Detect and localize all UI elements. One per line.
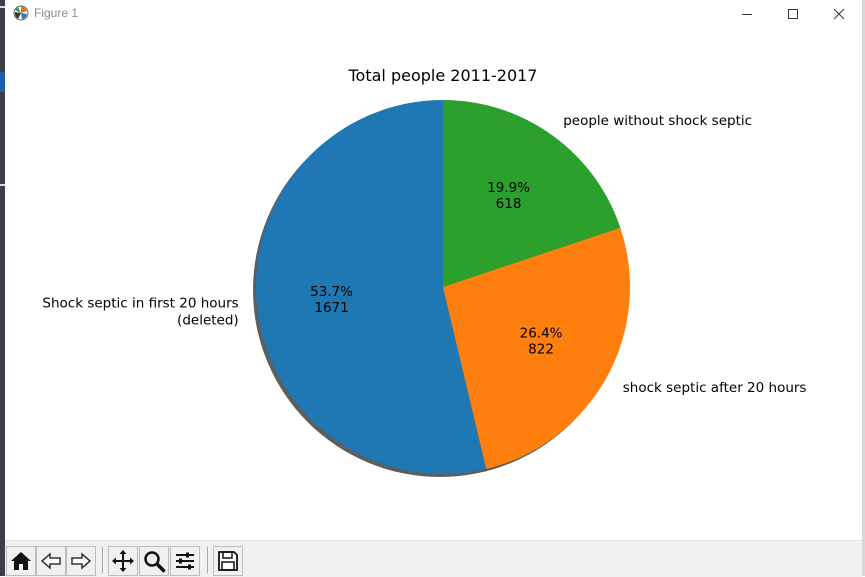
desktop-mark xyxy=(0,6,5,8)
configure-subplots-button[interactable] xyxy=(170,546,200,576)
matplotlib-app-icon xyxy=(13,5,29,21)
forward-icon xyxy=(71,552,92,570)
slice-category-label: (deleted) xyxy=(177,312,239,328)
minimize-button[interactable] xyxy=(724,0,770,27)
pie-chart: Total people 2011-2017 53.7%1671 Shock se… xyxy=(42,66,807,477)
forward-button[interactable] xyxy=(66,546,96,576)
back-icon xyxy=(40,552,61,570)
minimize-icon xyxy=(742,13,752,15)
zoom-icon xyxy=(144,551,166,573)
maximize-button[interactable] xyxy=(770,0,816,27)
zoom-button[interactable] xyxy=(139,546,169,576)
slice-category-label: Shock septic in first 20 hours xyxy=(42,295,238,311)
desktop-background xyxy=(0,0,5,576)
maximize-icon xyxy=(788,8,798,19)
navigation-toolbar xyxy=(5,540,862,577)
toolbar-separator xyxy=(207,547,208,573)
pie-slice xyxy=(443,100,621,287)
figure-window: Figure 1 Total people 2011-2017 53.7% 167… xyxy=(5,0,862,577)
slice-value-label: 618 xyxy=(496,196,522,212)
home-button[interactable] xyxy=(6,546,36,576)
back-button[interactable] xyxy=(36,546,66,576)
toolbar-separator xyxy=(102,547,103,573)
chart-title: Total people 2011-2017 xyxy=(348,66,538,85)
pan-icon xyxy=(112,550,134,572)
window-border xyxy=(862,0,865,576)
slice-percent-label: 19.9% xyxy=(487,180,530,196)
slice-percent-label: 26.4% xyxy=(520,326,563,342)
figure-canvas[interactable]: Total people 2011-2017 53.7% 1671 Shock se… xyxy=(5,27,862,540)
desktop-mark xyxy=(0,184,5,186)
home-icon xyxy=(11,552,31,570)
title-bar[interactable]: Figure 1 xyxy=(5,0,862,27)
slice-category-label: people without shock septic xyxy=(563,113,752,129)
slice-category-label: shock septic after 20 hours xyxy=(623,380,807,396)
configure-subplots-icon xyxy=(176,552,194,570)
slice-percent-label: 53.7% xyxy=(310,284,353,300)
desktop-highlight xyxy=(0,72,5,92)
close-button[interactable] xyxy=(816,0,862,27)
window-title: Figure 1 xyxy=(34,6,79,20)
save-button[interactable] xyxy=(213,546,243,576)
close-icon xyxy=(833,8,845,19)
pie-slice xyxy=(443,227,631,469)
pan-button[interactable] xyxy=(108,546,138,576)
slice-value-label: 1671 xyxy=(314,300,348,316)
slice-value-label: 822 xyxy=(528,342,554,358)
pie-slice xyxy=(256,100,487,474)
save-icon xyxy=(218,551,238,571)
